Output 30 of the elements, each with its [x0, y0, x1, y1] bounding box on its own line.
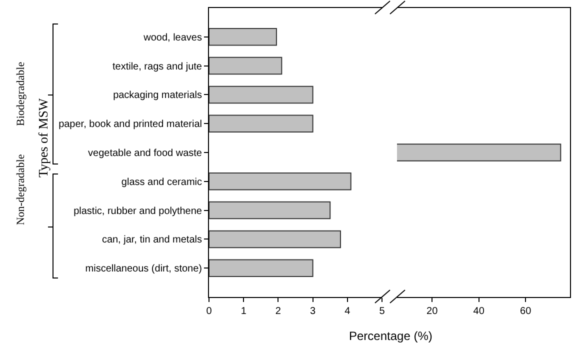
text: Non-degradable	[14, 154, 27, 226]
bar	[209, 28, 277, 46]
y-tick-label: packaging materials	[113, 90, 202, 102]
x-tick-label: 20	[426, 306, 438, 317]
x-tick-label: 40	[473, 306, 485, 317]
bar	[209, 172, 352, 190]
bar	[209, 201, 331, 220]
bar	[209, 114, 314, 132]
x-tick-label: 5	[379, 306, 386, 317]
x-tick-label: 0	[206, 306, 212, 317]
y-tick-label: miscellaneous (dirt, stone)	[85, 264, 202, 275]
y-tick-label: textile, rags and jute	[112, 61, 202, 72]
bar	[209, 86, 314, 104]
y-tick-label: vegetable and food waste	[88, 148, 202, 159]
text: Biodegradable	[14, 62, 27, 126]
bar	[209, 259, 314, 277]
x-axis-title: Percentage (%)	[349, 329, 432, 343]
x-tick-label: 1	[240, 306, 247, 317]
y-axis-title: Types of MSW	[35, 98, 50, 178]
bar	[209, 56, 282, 75]
y-tick-label: can, jar, tin and metals	[102, 234, 202, 246]
y-tick-label: wood, leaves	[142, 32, 202, 44]
y-tick-label: glass and ceramic	[121, 176, 202, 188]
x-tick-label: 4	[344, 306, 351, 317]
y-tick-label: paper, book and printed material	[58, 119, 202, 130]
x-tick-label: 3	[310, 306, 316, 317]
x-tick-label: 60	[520, 306, 532, 317]
x-tick-label: 2	[275, 306, 282, 317]
y-tick-label: plastic, rubber and polythene	[74, 206, 202, 217]
bar	[209, 230, 341, 248]
